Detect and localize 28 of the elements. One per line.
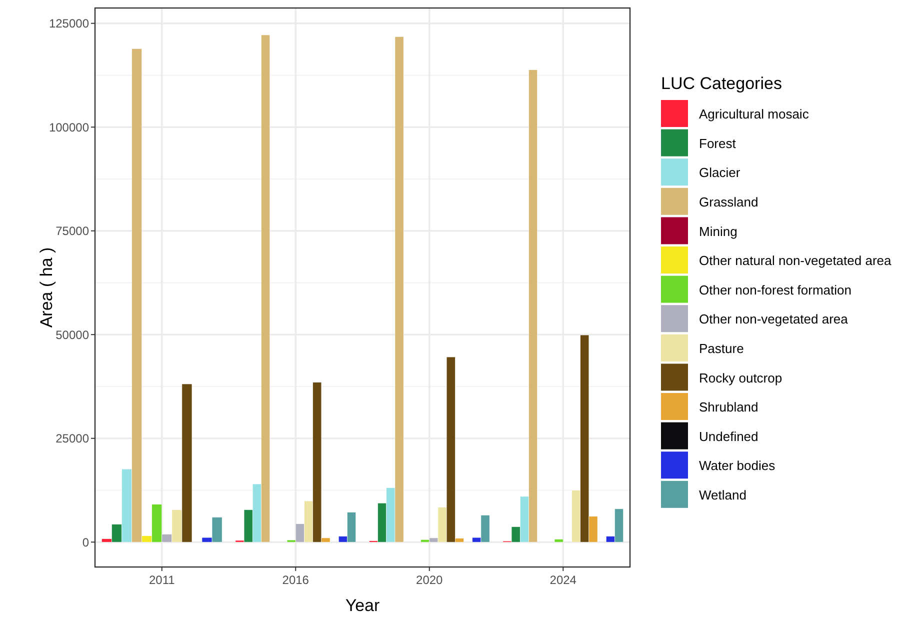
legend-label: Mining: [699, 224, 738, 239]
legend-label: Forest: [699, 136, 736, 151]
legend-label: Pasture: [699, 340, 744, 356]
legend-label: Rocky outcrop: [699, 370, 782, 386]
y-tick-label: 50000: [56, 328, 90, 342]
x-tick-label: 2016: [282, 573, 310, 587]
y-tick-label: 25000: [56, 432, 90, 446]
bar: [554, 539, 564, 542]
legend-title: LUC Categories: [661, 74, 782, 93]
x-tick-label: 2024: [550, 573, 577, 587]
x-tick-label: 2011: [148, 573, 176, 587]
legend-label: Other non-vegetated area: [699, 312, 849, 327]
y-tick-label: 125000: [48, 16, 90, 31]
legend-label: Water bodies: [699, 458, 776, 474]
legend-label: Wetland: [699, 487, 746, 502]
x-axis-title: Year: [345, 596, 380, 615]
legend-label: Agricultural mosaic: [699, 106, 810, 122]
y-tick-label: 75000: [56, 224, 90, 238]
legend-label: Other non-forest formation: [699, 282, 852, 298]
legend-label: Undefined: [699, 428, 758, 444]
legend-label: Shrubland: [699, 400, 758, 415]
legend-label: Grassland: [699, 194, 758, 210]
legend-label: Other natural non-vegetated area: [699, 253, 892, 268]
y-axis-title: Area ( ha ): [37, 247, 56, 328]
x-tick-label: 2020: [416, 573, 444, 587]
y-tick-label: 100000: [48, 120, 90, 134]
legend-label: Glacier: [699, 165, 741, 180]
y-tick-label: 0: [82, 535, 90, 550]
